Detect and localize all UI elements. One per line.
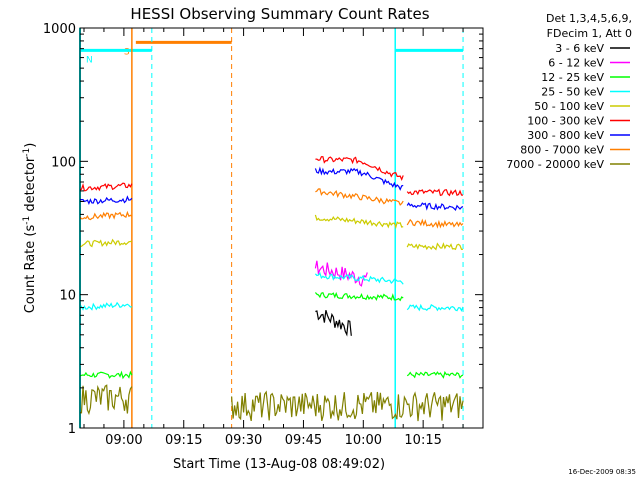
x-tick-label: 09:15	[165, 433, 202, 448]
legend-entry-label: 3 - 6 keV	[555, 42, 604, 55]
x-tick-label: 09:45	[285, 433, 322, 448]
series-trace-3-1	[314, 271, 404, 285]
legend-entry-label: 800 - 7000 keV	[520, 144, 604, 157]
y-axis-label-end: )	[23, 143, 38, 148]
x-axis-ticks: 09:00 09:15 09:30 09:45 10:00 10:15	[83, 28, 464, 448]
series-trace-6-0	[79, 195, 133, 206]
legend-entry-label: 12 - 25 keV	[541, 71, 604, 84]
x-tick-label: 09:30	[225, 433, 262, 448]
series-trace-3-2	[406, 303, 464, 312]
flag-label: N	[86, 55, 93, 65]
legend-entry-label: 25 - 50 keV	[541, 86, 604, 99]
series-trace-5-1	[315, 156, 404, 181]
plot-frame	[79, 27, 484, 429]
legend-header-line-2: FDecim 1, Att 0	[547, 27, 632, 40]
footer-date-stamp: 16-Dec-2009 08:35	[568, 468, 636, 476]
y-axis-label-sup-1: -1	[22, 216, 32, 225]
y-axis-label-middle: detector	[23, 156, 38, 216]
flag-label: S	[124, 47, 130, 57]
plot-area: SN	[79, 28, 464, 428]
legend-entry-label: 6 - 12 keV	[548, 57, 604, 70]
series-trace-4-1	[314, 214, 404, 230]
y-tick-label: 10	[59, 289, 76, 304]
legend-entry-label: 50 - 100 keV	[534, 100, 604, 113]
series-trace-6-2	[406, 202, 464, 211]
series-trace-7-2	[406, 218, 464, 229]
series-trace-7-0	[79, 210, 133, 221]
x-tick-label: 10:00	[345, 433, 382, 448]
chart-title: HESSI Observing Summary Count Rates	[130, 5, 429, 23]
y-axis-ticks: 1 10 100 1000	[43, 22, 483, 437]
series-trace-1-0	[314, 260, 368, 287]
series-trace-5-0	[79, 182, 133, 192]
legend-header-line-1: Det 1,3,4,5,6,9,	[546, 12, 632, 25]
y-tick-label: 1000	[43, 22, 76, 37]
y-axis-label-main: Count Rate (s	[23, 225, 38, 314]
series-trace-6-1	[314, 166, 404, 191]
series-trace-5-2	[406, 188, 464, 197]
series-trace-2-1	[314, 291, 404, 302]
legend-entry-label: 300 - 800 keV	[527, 129, 604, 142]
series-trace-4-2	[406, 242, 464, 251]
series-trace-8-1	[231, 390, 464, 422]
y-axis-label: Count Rate (s-1 detector-1)	[22, 143, 38, 314]
series-trace-7-1	[315, 188, 404, 206]
x-axis-label: Start Time (13-Aug-08 08:49:02)	[173, 457, 385, 472]
series-trace-0-0	[315, 310, 352, 337]
series-trace-4-0	[80, 238, 132, 248]
x-tick-label: 09:00	[105, 433, 142, 448]
series-trace-8-0	[79, 384, 133, 416]
legend-entry-label: 100 - 300 keV	[527, 115, 604, 128]
y-tick-label: 1	[68, 422, 76, 437]
series-trace-2-0	[79, 370, 133, 380]
series-trace-3-0	[79, 301, 133, 311]
y-tick-label: 100	[51, 155, 76, 170]
legend-entry-label: 7000 - 20000 keV	[506, 158, 604, 171]
series-trace-2-2	[406, 370, 464, 379]
y-axis-label-sup-2: -1	[22, 148, 32, 157]
legend: Det 1,3,4,5,6,9, FDecim 1, Att 0 3 - 6 k…	[506, 12, 632, 171]
x-tick-label: 10:15	[404, 433, 441, 448]
